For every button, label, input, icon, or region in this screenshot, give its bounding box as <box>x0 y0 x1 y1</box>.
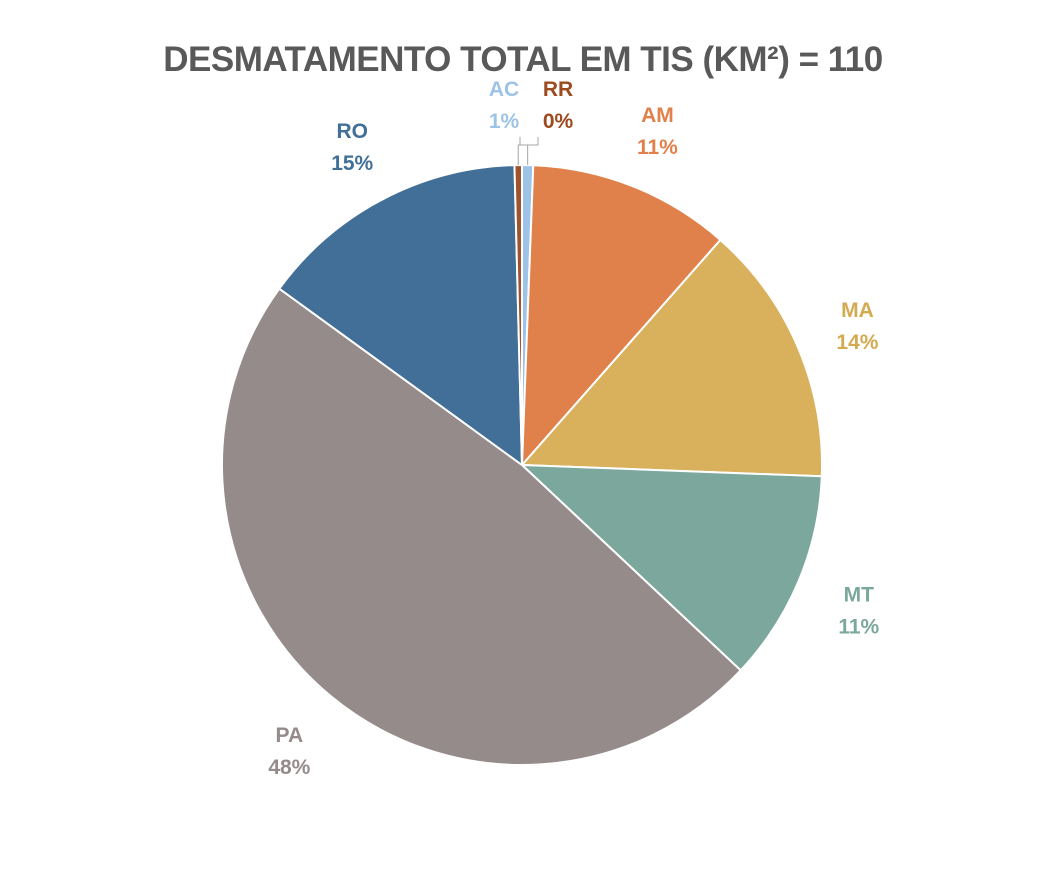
data-label-pct-ac: 1% <box>489 110 520 133</box>
pie-slice-rr <box>513 163 523 466</box>
pie-slice-ro <box>277 164 524 467</box>
data-label-pct-am: 11% <box>637 136 678 159</box>
pie-slice-pa <box>221 287 743 767</box>
data-label-name-rr: RR <box>543 78 573 101</box>
data-label-pct-pa: 48% <box>268 756 310 779</box>
pie-slice-mt <box>519 463 823 672</box>
leader-line-ac <box>519 137 529 166</box>
pie-slice-ma <box>519 238 823 478</box>
data-label-name-pa: PA <box>276 724 304 747</box>
data-label-name-mt: MT <box>844 584 874 607</box>
data-label-name-am: AM <box>641 104 674 127</box>
data-label-name-ma: MA <box>841 299 874 322</box>
leader-line-rr <box>517 137 539 166</box>
data-label-pct-rr: 0% <box>543 110 574 133</box>
data-label-name-ac: AC <box>489 78 519 101</box>
chart-title: DESMATAMENTO TOTAL EM TIS (KM²) = 110 <box>163 40 883 79</box>
data-label-pct-ro: 15% <box>331 152 373 175</box>
data-label-name-ro: RO <box>336 120 368 143</box>
data-label-pct-mt: 11% <box>838 616 879 639</box>
data-label-pct-ma: 14% <box>836 331 878 354</box>
pie-slice-am <box>520 164 722 468</box>
